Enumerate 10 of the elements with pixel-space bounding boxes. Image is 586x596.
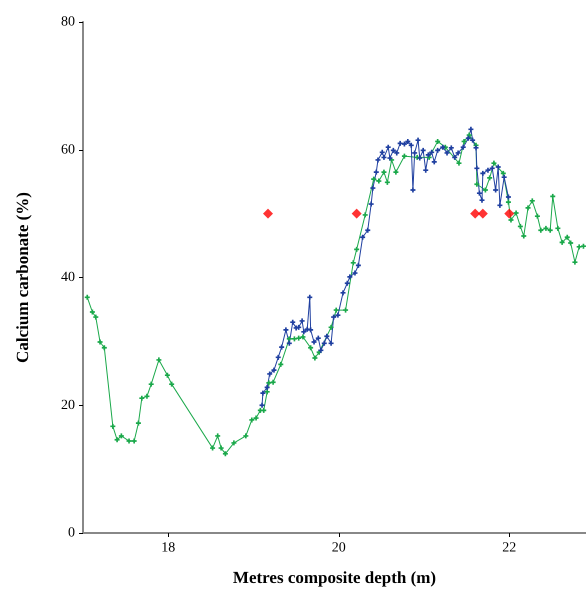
- x-tick-label: 22: [502, 540, 516, 556]
- x-tick-label: 18: [161, 540, 176, 556]
- x-axis-title: Metres composite depth (m): [232, 568, 436, 587]
- y-tick-label: 40: [61, 270, 75, 285]
- x-tick-label: 20: [332, 540, 346, 556]
- y-tick-label: 60: [61, 142, 75, 158]
- y-tick-label: 20: [61, 398, 75, 413]
- y-tick-label: 80: [61, 14, 75, 30]
- y-tick-label: 0: [68, 526, 75, 540]
- y-axis-title: Calcium carbonate (%): [13, 192, 32, 363]
